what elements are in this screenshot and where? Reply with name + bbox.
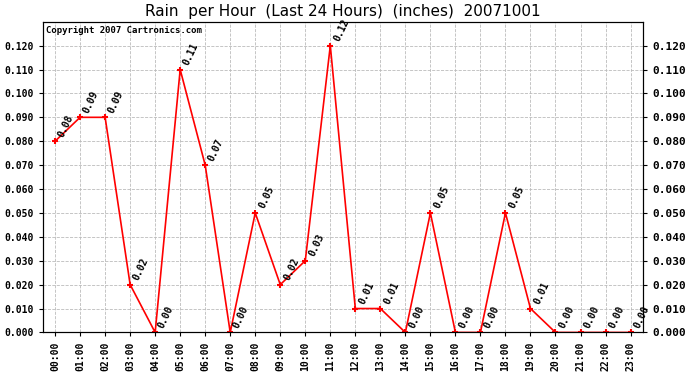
Text: 0.05: 0.05	[432, 184, 451, 210]
Text: 0.00: 0.00	[582, 304, 601, 330]
Text: 0.08: 0.08	[57, 113, 75, 138]
Text: 0.00: 0.00	[482, 304, 501, 330]
Text: 0.00: 0.00	[557, 304, 576, 330]
Text: 0.02: 0.02	[282, 256, 301, 282]
Text: 0.03: 0.03	[306, 232, 326, 258]
Title: Rain  per Hour  (Last 24 Hours)  (inches)  20071001: Rain per Hour (Last 24 Hours) (inches) 2…	[145, 4, 541, 19]
Text: 0.11: 0.11	[181, 41, 201, 67]
Text: 0.09: 0.09	[81, 89, 101, 114]
Text: 0.00: 0.00	[632, 304, 651, 330]
Text: 0.05: 0.05	[507, 184, 526, 210]
Text: Copyright 2007 Cartronics.com: Copyright 2007 Cartronics.com	[46, 26, 201, 35]
Text: 0.12: 0.12	[332, 17, 351, 43]
Text: 0.05: 0.05	[257, 184, 275, 210]
Text: 0.02: 0.02	[132, 256, 150, 282]
Text: 0.09: 0.09	[106, 89, 126, 114]
Text: 0.01: 0.01	[532, 280, 551, 306]
Text: 0.00: 0.00	[457, 304, 476, 330]
Text: 0.00: 0.00	[232, 304, 250, 330]
Text: 0.07: 0.07	[206, 137, 226, 162]
Text: 0.00: 0.00	[157, 304, 175, 330]
Text: 0.00: 0.00	[607, 304, 626, 330]
Text: 0.01: 0.01	[357, 280, 376, 306]
Text: 0.01: 0.01	[382, 280, 401, 306]
Text: 0.00: 0.00	[406, 304, 426, 330]
